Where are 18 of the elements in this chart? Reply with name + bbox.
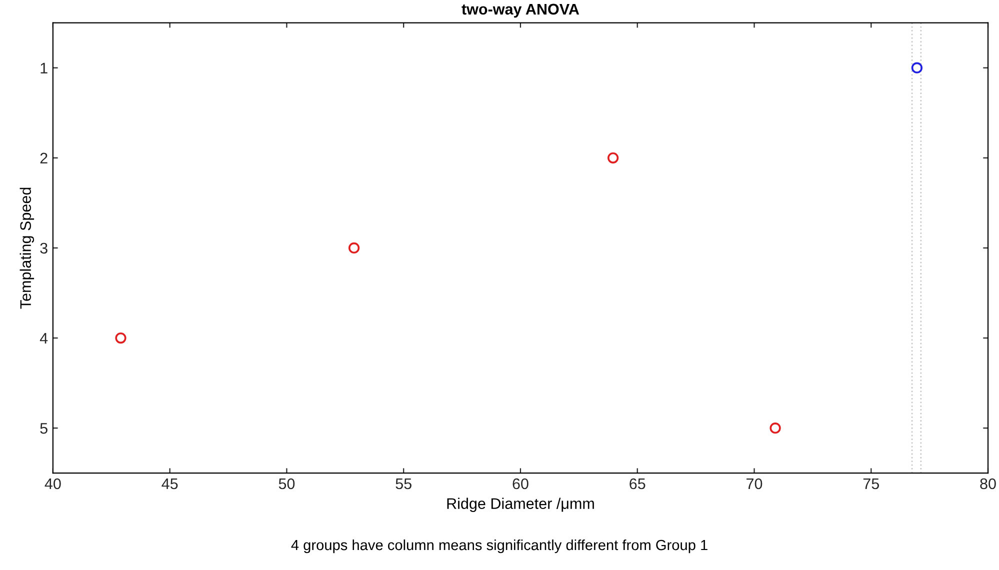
y-tick-label: 5	[40, 423, 48, 434]
chart-title: two-way ANOVA	[462, 4, 580, 18]
x-axis-title: Ridge Diameter /μmm	[447, 498, 594, 512]
x-tick-label: 40	[44, 478, 61, 490]
x-tick-label: 45	[162, 478, 178, 490]
x-tick-label: 50	[278, 478, 295, 490]
y-tick-label: 3	[40, 242, 48, 254]
y-tick-label: 2	[40, 152, 48, 164]
x-tick-label: 75	[863, 478, 879, 490]
y-axis-title: Templating Speed	[20, 188, 34, 309]
x-tick-label: 55	[396, 478, 412, 490]
text: 4 groups have column means significantly different from Group 1	[291, 539, 708, 554]
x-tick-label: 65	[630, 478, 646, 490]
x-tick-label: 80	[980, 478, 996, 490]
y-tick-label: 4	[40, 333, 48, 344]
y-tick-label: 1	[40, 62, 48, 74]
x-tick-label: 70	[746, 478, 762, 490]
x-tick-label: 60	[512, 478, 528, 490]
